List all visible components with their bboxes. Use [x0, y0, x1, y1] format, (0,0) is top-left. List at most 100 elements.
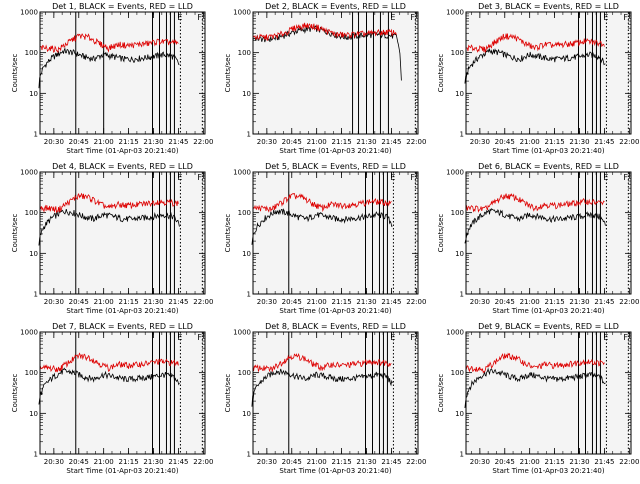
x-tick-label: 21:15 — [118, 458, 138, 466]
panel-title: Det 8, BLACK = Events, RED = LLD — [265, 322, 406, 331]
lld-series-line — [252, 192, 392, 213]
x-axis-label: Start Time (01-Apr-03 20:21:40) — [492, 467, 604, 475]
y-tick-label: 1000 — [233, 169, 251, 177]
x-tick-label: 22:00 — [193, 458, 213, 466]
x-tick-label: 21:15 — [544, 458, 564, 466]
marker-f: F — [410, 13, 415, 22]
x-tick-label: 20:45 — [495, 138, 515, 146]
x-tick-label: 21:30 — [143, 138, 163, 146]
x-tick-label: 22:00 — [619, 458, 639, 466]
plot-frame — [39, 11, 206, 135]
x-axis-label: Start Time (01-Apr-03 20:21:40) — [492, 147, 604, 155]
x-tick-label: 21:45 — [168, 138, 188, 146]
y-axis-label: Counts/sec — [11, 374, 19, 413]
x-tick-label: 21:15 — [544, 298, 564, 306]
panel-det-3: Det 3, BLACK = Events, RED = LLD 1 10 100 10… — [437, 2, 639, 155]
x-tick-label: 22:00 — [406, 138, 426, 146]
x-tick-label: 21:00 — [94, 138, 114, 146]
marker-f: F — [197, 13, 202, 22]
y-tick-label: 100 — [238, 49, 251, 57]
x-axis-label: Start Time (01-Apr-03 20:21:40) — [492, 307, 604, 315]
x-tick-label: 20:45 — [282, 138, 302, 146]
x-tick-label: 21:30 — [143, 298, 163, 306]
y-tick-label: 100 — [451, 369, 464, 377]
y-tick-label: 1000 — [20, 169, 38, 177]
x-tick-label: 21:15 — [331, 298, 351, 306]
panel-det-1: Det 1, BLACK = Events, RED = LLD 1 10 100 10… — [11, 2, 213, 155]
plot-area — [40, 332, 205, 454]
lld-series-line — [39, 192, 179, 214]
y-tick-label: 1 — [460, 451, 464, 459]
marker-e: E — [603, 13, 608, 22]
plot-frame — [465, 11, 632, 135]
x-tick-label: 21:30 — [569, 138, 589, 146]
plot-area — [466, 12, 631, 134]
marker-f: F — [410, 333, 415, 342]
x-tick-label: 21:45 — [168, 458, 188, 466]
panel-det-2: Det 2, BLACK = Events, RED = LLD 1 10 100 10… — [224, 2, 426, 155]
x-tick-label: 21:00 — [307, 458, 327, 466]
x-tick-label: 20:45 — [69, 298, 89, 306]
y-axis-label: Counts/sec — [224, 374, 232, 413]
panel-title: Det 7, BLACK = Events, RED = LLD — [52, 322, 193, 331]
marker-e: E — [603, 333, 608, 342]
y-tick-label: 1000 — [20, 9, 38, 17]
x-tick-label: 21:45 — [381, 298, 401, 306]
marker-f: F — [623, 173, 628, 182]
events-series-line — [251, 368, 393, 407]
y-tick-label: 1 — [460, 131, 464, 139]
marker-e: E — [390, 13, 395, 22]
events-series-line — [464, 208, 606, 244]
x-tick-label: 21:45 — [594, 298, 614, 306]
x-tick-label: 20:30 — [44, 138, 64, 146]
y-axis-label: Counts/sec — [224, 54, 232, 93]
x-tick-label: 20:45 — [69, 458, 89, 466]
x-tick-label: 21:30 — [143, 458, 163, 466]
lld-series-line — [252, 22, 397, 42]
events-series-line — [38, 209, 180, 246]
x-tick-label: 20:45 — [282, 298, 302, 306]
y-axis-label: Counts/sec — [437, 214, 445, 253]
x-tick-label: 20:45 — [495, 298, 515, 306]
y-tick-label: 100 — [25, 369, 38, 377]
x-tick-label: 21:30 — [569, 458, 589, 466]
plot-area — [40, 12, 205, 134]
y-tick-label: 10 — [242, 250, 251, 258]
lld-series-line — [465, 193, 605, 213]
y-tick-label: 100 — [25, 209, 38, 217]
x-tick-label: 21:45 — [594, 458, 614, 466]
y-tick-label: 1000 — [20, 329, 38, 337]
plot-frame — [39, 171, 206, 295]
x-tick-label: 21:00 — [520, 298, 540, 306]
y-tick-label: 1000 — [233, 329, 251, 337]
y-tick-label: 1000 — [446, 169, 464, 177]
x-tick-label: 20:30 — [257, 458, 277, 466]
y-tick-label: 1000 — [233, 9, 251, 17]
y-tick-label: 1 — [34, 451, 38, 459]
plot-area — [466, 332, 631, 454]
x-axis-label: Start Time (01-Apr-03 20:21:40) — [279, 147, 391, 155]
x-tick-label: 20:45 — [69, 138, 89, 146]
y-tick-label: 1 — [34, 291, 38, 299]
x-tick-label: 21:00 — [307, 298, 327, 306]
x-tick-label: 21:15 — [118, 298, 138, 306]
x-tick-label: 21:15 — [118, 138, 138, 146]
panel-det-4: Det 4, BLACK = Events, RED = LLD 1 10 100 10… — [11, 162, 213, 315]
x-axis-label: Start Time (01-Apr-03 20:21:40) — [279, 467, 391, 475]
x-tick-label: 21:00 — [520, 138, 540, 146]
x-tick-label: 22:00 — [619, 298, 639, 306]
y-tick-label: 100 — [238, 209, 251, 217]
marker-f: F — [197, 173, 202, 182]
x-tick-label: 20:30 — [44, 458, 64, 466]
y-tick-label: 10 — [29, 250, 38, 258]
x-tick-label: 21:30 — [356, 458, 376, 466]
events-series-line — [38, 367, 180, 405]
panel-title: Det 2, BLACK = Events, RED = LLD — [265, 2, 406, 11]
x-tick-label: 21:00 — [307, 138, 327, 146]
y-tick-label: 1 — [247, 291, 251, 299]
marker-e: E — [177, 13, 182, 22]
x-tick-label: 21:15 — [331, 458, 351, 466]
plot-frame — [465, 171, 632, 295]
x-tick-label: 21:30 — [356, 138, 376, 146]
x-tick-label: 21:00 — [520, 458, 540, 466]
